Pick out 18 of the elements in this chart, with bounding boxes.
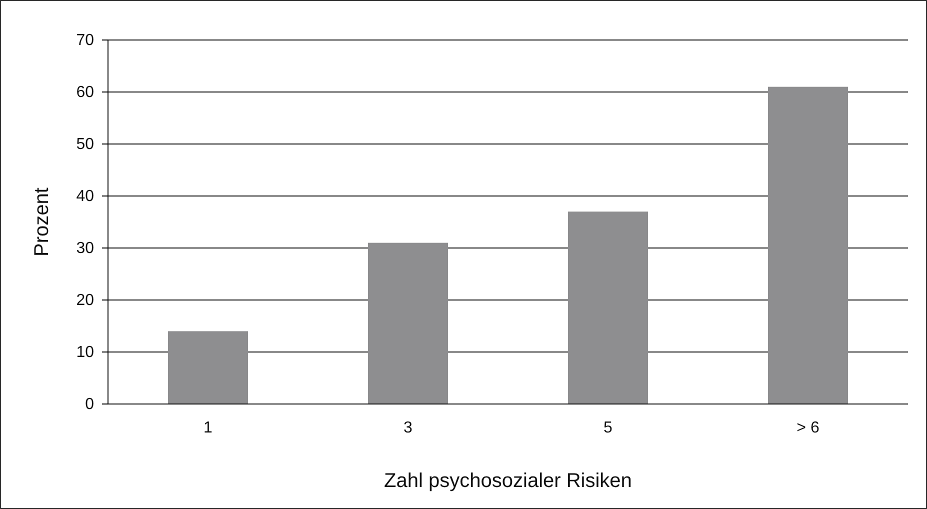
y-tick-label: 70	[76, 32, 94, 50]
y-tick-label: 20	[76, 292, 94, 310]
x-tick-label: > 6	[796, 420, 820, 437]
x-tick-label: 3	[404, 420, 413, 437]
y-tick-label: 10	[76, 344, 94, 362]
bar	[568, 212, 648, 404]
x-tick-label: 1	[204, 420, 213, 437]
y-tick-label: 30	[76, 240, 94, 258]
x-axis-title: Zahl psychosozialer Risiken	[384, 470, 632, 492]
y-tick-label: 50	[76, 136, 94, 154]
y-tick-label: 0	[85, 396, 94, 414]
y-tick-label: 60	[76, 84, 94, 102]
bar	[768, 86, 848, 404]
bar	[368, 242, 448, 404]
y-axis-title: Prozent	[31, 187, 53, 256]
bar	[168, 331, 248, 404]
x-tick-label: 5	[604, 420, 613, 437]
y-tick-label: 40	[76, 188, 94, 206]
